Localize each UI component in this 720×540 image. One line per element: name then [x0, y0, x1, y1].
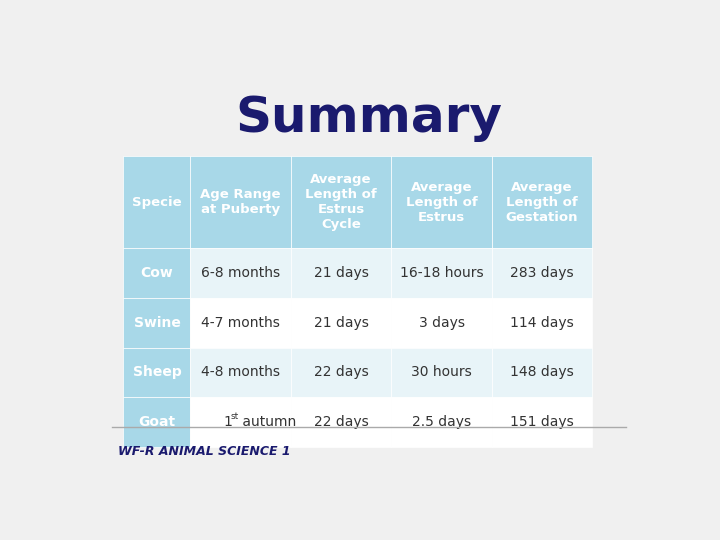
- FancyBboxPatch shape: [124, 298, 190, 348]
- Text: 16-18 hours: 16-18 hours: [400, 266, 483, 280]
- Text: Age Range
at Puberty: Age Range at Puberty: [200, 188, 281, 216]
- Text: Swine: Swine: [133, 315, 181, 329]
- Text: 151 days: 151 days: [510, 415, 574, 429]
- Text: 22 days: 22 days: [314, 366, 369, 380]
- Text: 4-8 months: 4-8 months: [201, 366, 280, 380]
- FancyBboxPatch shape: [291, 156, 392, 248]
- Text: 30 hours: 30 hours: [411, 366, 472, 380]
- FancyBboxPatch shape: [124, 397, 190, 447]
- Text: Goat: Goat: [138, 415, 176, 429]
- FancyBboxPatch shape: [392, 348, 492, 397]
- FancyBboxPatch shape: [190, 298, 291, 348]
- Text: 22 days: 22 days: [314, 415, 369, 429]
- Text: Cow: Cow: [140, 266, 174, 280]
- FancyBboxPatch shape: [392, 298, 492, 348]
- FancyBboxPatch shape: [124, 156, 190, 248]
- FancyBboxPatch shape: [492, 248, 592, 298]
- FancyBboxPatch shape: [392, 248, 492, 298]
- Text: WF-R ANIMAL SCIENCE 1: WF-R ANIMAL SCIENCE 1: [118, 445, 291, 458]
- FancyBboxPatch shape: [190, 156, 291, 248]
- Text: 21 days: 21 days: [314, 315, 369, 329]
- FancyBboxPatch shape: [492, 397, 592, 447]
- FancyBboxPatch shape: [124, 248, 190, 298]
- Text: Specie: Specie: [132, 195, 181, 208]
- FancyBboxPatch shape: [190, 348, 291, 397]
- FancyBboxPatch shape: [124, 348, 190, 397]
- FancyBboxPatch shape: [291, 348, 392, 397]
- FancyBboxPatch shape: [492, 156, 592, 248]
- Text: st: st: [230, 413, 239, 422]
- Text: 114 days: 114 days: [510, 315, 574, 329]
- Text: Average
Length of
Gestation: Average Length of Gestation: [505, 180, 578, 224]
- FancyBboxPatch shape: [291, 298, 392, 348]
- FancyBboxPatch shape: [291, 397, 392, 447]
- Text: 148 days: 148 days: [510, 366, 574, 380]
- Text: 4-7 months: 4-7 months: [201, 315, 280, 329]
- FancyBboxPatch shape: [190, 248, 291, 298]
- Text: autumn: autumn: [238, 415, 296, 429]
- Text: 3 days: 3 days: [418, 315, 464, 329]
- FancyBboxPatch shape: [392, 156, 492, 248]
- Text: Average
Length of
Estrus
Cycle: Average Length of Estrus Cycle: [305, 173, 377, 231]
- FancyBboxPatch shape: [492, 348, 592, 397]
- FancyBboxPatch shape: [492, 298, 592, 348]
- Text: Average
Length of
Estrus: Average Length of Estrus: [405, 180, 477, 224]
- Text: 1: 1: [224, 415, 233, 429]
- FancyBboxPatch shape: [392, 397, 492, 447]
- Text: 6-8 months: 6-8 months: [201, 266, 280, 280]
- FancyBboxPatch shape: [190, 397, 291, 447]
- FancyBboxPatch shape: [291, 248, 392, 298]
- Text: Summary: Summary: [235, 94, 503, 142]
- Text: 2.5 days: 2.5 days: [412, 415, 471, 429]
- Text: Sheep: Sheep: [132, 366, 181, 380]
- Text: 283 days: 283 days: [510, 266, 574, 280]
- Text: 21 days: 21 days: [314, 266, 369, 280]
